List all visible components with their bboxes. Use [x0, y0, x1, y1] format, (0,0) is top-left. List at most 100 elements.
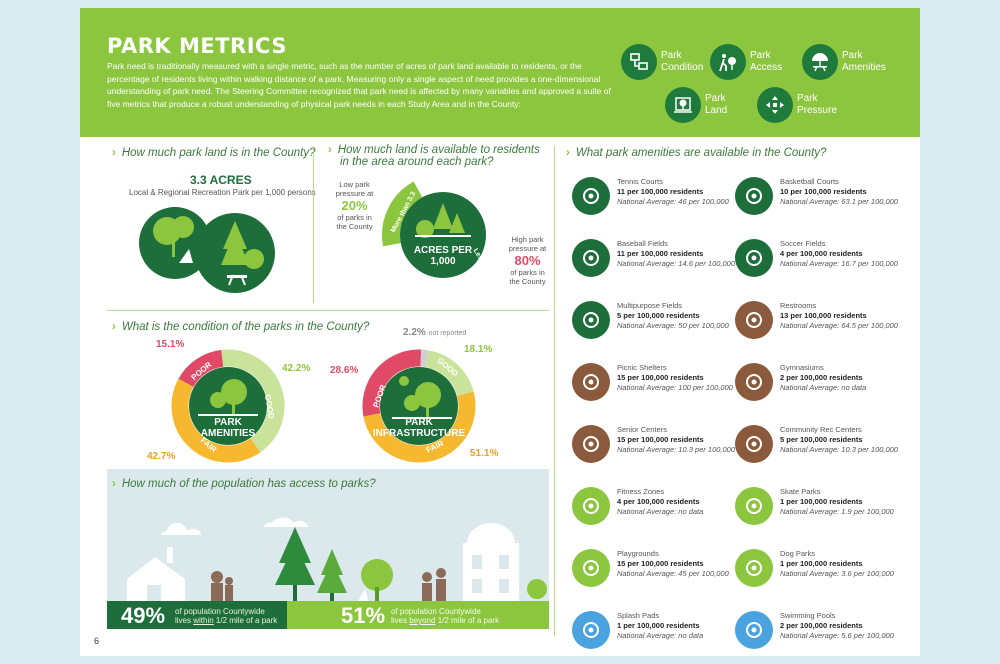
poor-arc: [362, 349, 422, 417]
amenity-name: Community Rec Centers: [780, 425, 862, 434]
pressure-donut: More than 3.3 Less than 3.3: [381, 173, 505, 302]
amenity-national-average: National Average: 64.5 per 100,000: [780, 321, 899, 330]
high-label-3: of parks in: [510, 268, 545, 277]
chevron-right-icon: ›: [566, 147, 570, 159]
beyond-text-2a: lives: [391, 616, 410, 625]
amenity-name: Playgrounds: [617, 549, 659, 558]
low-label-3: of parks in: [337, 213, 372, 222]
within-text-2b: within: [193, 616, 214, 625]
amenity-national-average: National Average: 10.3 per 100,000: [780, 445, 899, 454]
baseball-icon: [572, 239, 610, 277]
amenities-question: › What park amenities are available in th…: [566, 147, 826, 159]
amenity-national-average: National Average: no data: [780, 383, 867, 392]
access-question-text: How much of the population has access to…: [121, 478, 376, 490]
amenity-national-average: National Average: no data: [617, 631, 704, 640]
amenity-item: Fitness Zones 4 per 100,000 residents Na…: [572, 487, 742, 531]
chevron-right-icon: ›: [112, 478, 116, 490]
poor-arc: [178, 349, 224, 388]
amenity-rate: 2 per 100,000 residents: [780, 621, 863, 630]
within-text-2a: lives: [175, 616, 194, 625]
amenity-national-average: National Average: 45 per 100,000: [617, 569, 729, 578]
amenity-rate: 1 per 100,000 residents: [617, 621, 700, 630]
water-drop-icon: [572, 611, 610, 649]
metric-label: Access: [750, 62, 783, 73]
low-label-4: the County: [336, 222, 373, 231]
field-icon: [572, 301, 610, 339]
amenity-rate: 5 per 100,000 residents: [780, 435, 863, 444]
seniors-icon: [572, 425, 610, 463]
amenity-item: Swimming Pools 2 per 100,000 residents N…: [735, 611, 905, 655]
amenity-rate: 10 per 100,000 residents: [780, 187, 867, 196]
infra-title-2: INFRASTRUCTURE: [373, 428, 466, 439]
divider: [554, 146, 555, 636]
amenity-name: Baseball Fields: [617, 239, 668, 248]
amenity-rate: 2 per 100,000 residents: [780, 373, 863, 382]
metric-label: Park: [797, 93, 818, 104]
tennis-ball-icon: [572, 177, 610, 215]
within-bar: 49% of population Countywide lives withi…: [107, 601, 287, 629]
fair-arc: [363, 391, 476, 463]
amenity-item: Senior Centers 15 per 100,000 residents …: [572, 425, 742, 469]
amenity-rate: 11 per 100,000 residents: [617, 187, 704, 196]
high-label-2: pressure at: [508, 244, 547, 253]
amenity-national-average: National Average: 16.7 per 100,000: [780, 259, 899, 268]
metric-park-condition: Park Condition: [621, 44, 709, 80]
walker-icon: [710, 44, 746, 80]
amenity-item: Community Rec Centers 5 per 100,000 resi…: [735, 425, 905, 469]
amenity-item: Tennis Courts 11 per 100,000 residents N…: [572, 177, 742, 221]
high-label-4: the County: [509, 277, 546, 286]
intro-paragraph: Park need is traditionally measured with…: [107, 61, 611, 109]
infra-nr-value: 2.2%: [403, 327, 426, 338]
beyond-text-1: of population Countywide: [391, 607, 481, 616]
treadmill-icon: [735, 363, 773, 401]
amenity-rate: 1 per 100,000 residents: [780, 559, 863, 568]
metric-label: Park: [661, 50, 682, 61]
divider: [107, 310, 549, 311]
amenity-national-average: National Average: 46 per 100,000: [617, 197, 729, 206]
amenity-rate: 15 per 100,000 residents: [617, 373, 704, 382]
beyond-bar: 51% of population Countywide lives beyon…: [287, 601, 549, 629]
trees-icon: [415, 203, 471, 238]
low-label-2: pressure at: [335, 189, 374, 198]
chevron-right-icon: ›: [112, 321, 116, 333]
access-panel: › How much of the population has access t…: [107, 469, 549, 629]
amenity-item: Soccer Fields 4 per 100,000 residents Na…: [735, 239, 905, 283]
good-arc: [221, 349, 285, 453]
low-label-1: Low park: [339, 180, 370, 189]
amenities-donut: POOR GOOD FAIR PARK AMENITIES: [169, 347, 287, 470]
swimmer-icon: [735, 611, 773, 649]
land-description: Local & Regional Recreation Park per 1,0…: [129, 188, 316, 197]
divider: [313, 146, 314, 303]
tree-icon: [392, 382, 452, 419]
infra-nr-label: not reported: [428, 330, 467, 337]
amenity-name: Swimming Pools: [780, 611, 836, 620]
amenity-item: Basketball Courts 10 per 100,000 residen…: [735, 177, 905, 221]
land-icon: [665, 87, 701, 123]
page: PARK METRICS Park need is traditionally …: [80, 8, 920, 656]
community-icon: [735, 425, 773, 463]
beyond-text-2c: 1/2 mile of a park: [435, 616, 500, 625]
land-acres: 3.3 ACRES: [190, 173, 252, 187]
pressure-center-1: ACRES PER: [413, 245, 473, 256]
amenity-name: Fitness Zones: [617, 487, 665, 496]
amenity-national-average: National Average: no data: [617, 507, 704, 516]
high-label-1: High park: [511, 235, 544, 244]
pressure-center-2: 1,000: [430, 256, 456, 267]
amenity-item: Skate Parks 1 per 100,000 residents Nati…: [735, 487, 905, 531]
condition-question: › What is the condition of the parks in t…: [112, 321, 369, 333]
amenity-name: Splash Pads: [617, 611, 660, 620]
pressure-center-label: ACRES PER 1,000: [401, 245, 485, 267]
amenity-item: Restrooms 13 per 100,000 residents Natio…: [735, 301, 905, 345]
pressure-question: › How much land is available to residents…: [328, 144, 540, 168]
pressure-arrows-icon: [757, 87, 793, 123]
beyond-text: of population Countywide lives beyond 1/…: [391, 607, 499, 625]
chevron-right-icon: ›: [328, 144, 332, 156]
amenity-name: Soccer Fields: [780, 239, 826, 248]
not-reported-arc: [420, 349, 429, 368]
low-pressure-arc: [382, 181, 423, 247]
metric-label: Condition: [661, 62, 704, 73]
checklist-icon: [621, 44, 657, 80]
high-pressure-percent: 80%: [514, 253, 541, 268]
amenity-item: Multipurpose Fields 5 per 100,000 reside…: [572, 301, 742, 345]
amenity-item: Playgrounds 15 per 100,000 residents Nat…: [572, 549, 742, 593]
